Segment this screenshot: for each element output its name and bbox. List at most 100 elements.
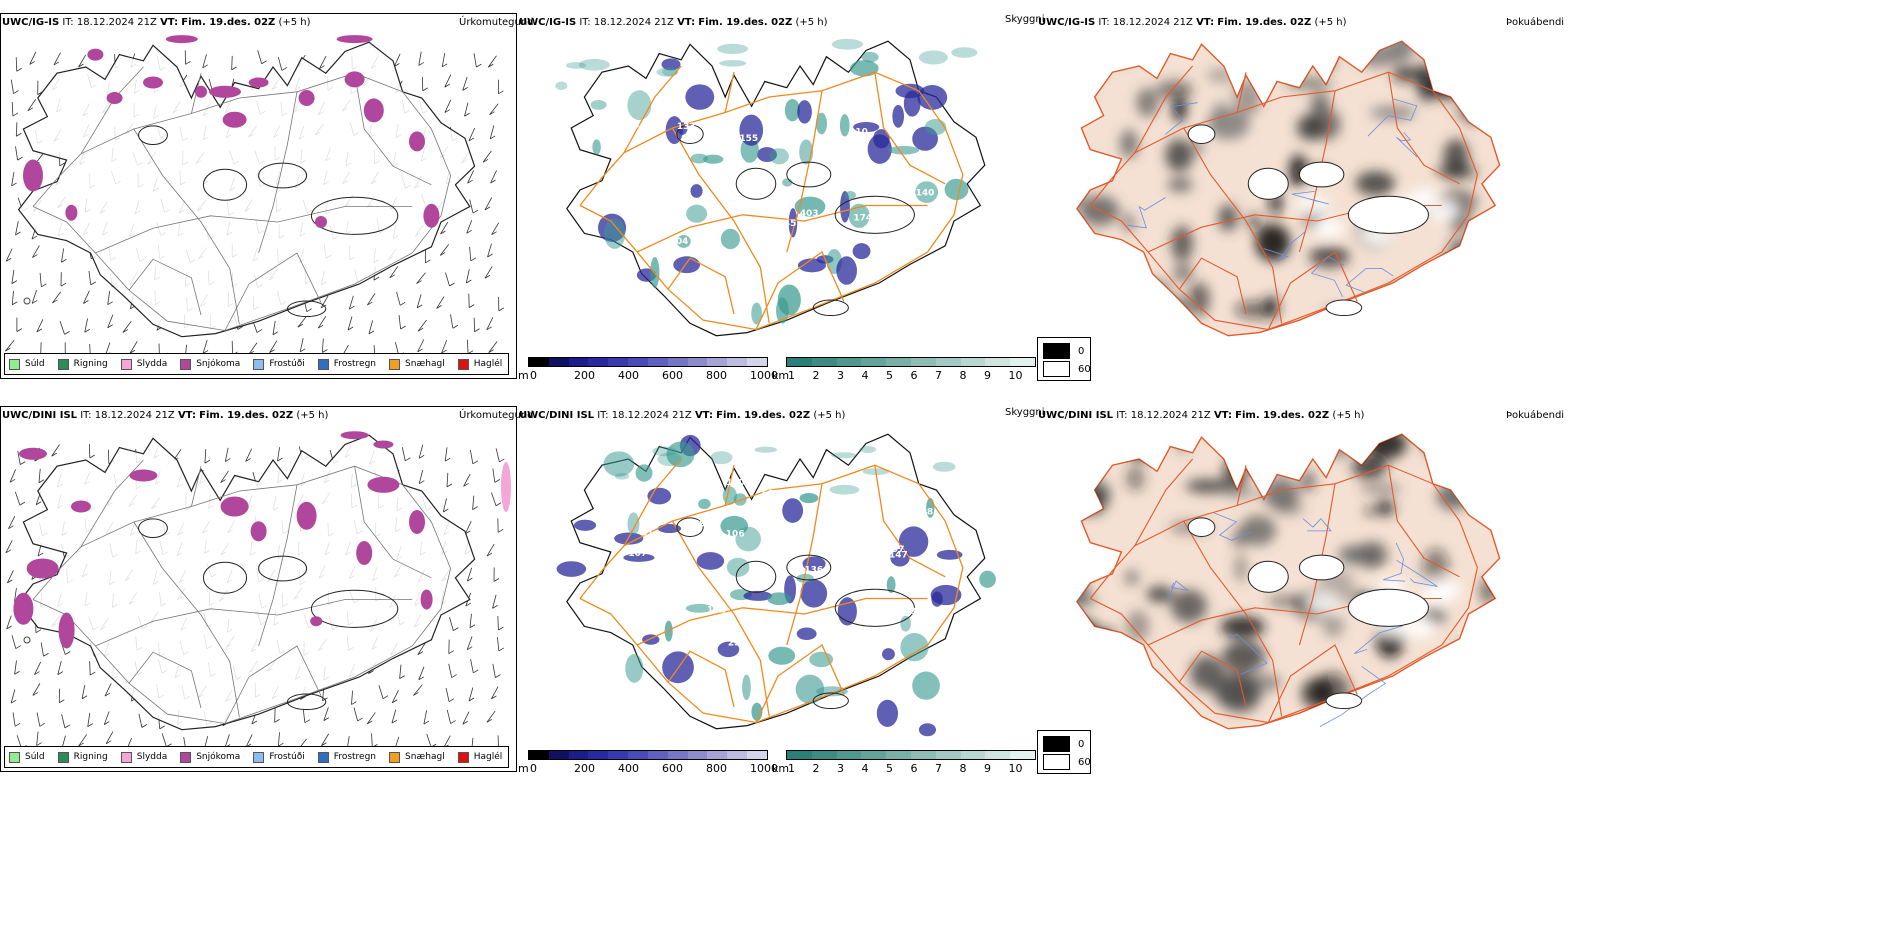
wind-barb <box>418 444 424 459</box>
road <box>354 466 432 579</box>
low-ceiling-area <box>876 699 899 727</box>
visibility-tick-label: 7 <box>935 762 942 775</box>
wind-barb <box>444 447 448 462</box>
fog-index-blob <box>1126 466 1145 492</box>
legend-label: Rigning <box>73 752 108 762</box>
wind-barb-flag <box>5 347 11 352</box>
low-visibility-area <box>849 60 879 77</box>
wind-barb <box>107 314 114 328</box>
wind-barb-flag <box>11 280 18 284</box>
wind-barb <box>468 127 476 142</box>
low-visibility-area <box>710 451 733 465</box>
low-visibility-area <box>951 47 978 58</box>
snow-area <box>420 589 433 610</box>
legend-swatch <box>389 358 401 370</box>
low-ceiling-area <box>623 553 655 562</box>
fog-index-blob <box>1367 434 1407 459</box>
wind-barb <box>11 635 17 649</box>
wind-barb-flag <box>465 602 472 607</box>
wind-barb-flag <box>323 717 330 721</box>
wind-barb-flag <box>61 258 67 263</box>
wind-barb-flag <box>9 478 16 483</box>
ceiling-value-label: 108 <box>858 576 877 586</box>
legend-item: Slydda <box>120 751 167 763</box>
fog-index-blob <box>1359 483 1402 494</box>
wind-barb-flag <box>37 552 44 557</box>
road <box>755 644 845 723</box>
low-visibility-area <box>666 441 695 468</box>
wind-barb <box>38 468 41 483</box>
wind-barb-flag <box>11 182 17 187</box>
low-ceiling-area <box>797 100 812 124</box>
wind-barb <box>277 447 280 462</box>
fog-index-blob <box>1257 51 1299 69</box>
wind-barb-flag <box>367 301 373 306</box>
wind-barb-flag <box>449 282 455 287</box>
fog-index-blob <box>1338 544 1379 565</box>
road <box>80 459 144 548</box>
fog-index-blob <box>1165 138 1193 172</box>
wind-barb <box>426 733 432 748</box>
wind-barb-flag <box>498 90 504 95</box>
wind-barb-flag <box>14 670 20 675</box>
visibility-tick-label: 1 <box>788 369 795 382</box>
wind-barb <box>6 615 12 630</box>
panel-title-precip-row1: UWC/IG-IS IT: 18.12.2024 21Z VT: Fim. 19… <box>2 17 311 28</box>
snow-area <box>248 77 269 88</box>
wind-barb-flag <box>15 645 22 649</box>
visibility-tick-label: 9 <box>984 762 991 775</box>
wind-barb <box>138 713 143 728</box>
wind-barb-flag <box>373 276 380 281</box>
panel-title-precip-row2: UWC/DINI ISL IT: 18.12.2024 21Z VT: Fim.… <box>2 410 329 421</box>
precip-type-panel-row1: Súld Rigning Slydda Snjókoma Frostúði Frostre… <box>0 13 517 379</box>
low-visibility-area <box>627 512 640 536</box>
precip-map-row1 <box>4 35 505 360</box>
low-visibility-area <box>717 43 749 54</box>
road <box>1183 127 1283 324</box>
snow-area <box>195 85 207 98</box>
ceiling-value-label: 81 <box>844 567 857 577</box>
low-visibility-area <box>614 473 630 480</box>
wind-barb <box>248 342 258 355</box>
wind-barb <box>52 291 62 304</box>
fog-index-blob <box>1185 479 1231 494</box>
wind-barb <box>81 684 86 699</box>
precip-type-panel-row2: Súld Rigning Slydda Snjókoma Frostúði Frostre… <box>0 406 517 772</box>
low-visibility-area <box>603 451 635 477</box>
panel-title-cloud-row1: UWC/IG-IS IT: 18.12.2024 21Z VT: Fim. 19… <box>519 17 828 28</box>
wind-barb-flag <box>416 304 423 309</box>
legend-swatch <box>457 751 469 763</box>
wind-barb <box>78 734 88 747</box>
snow-area <box>367 476 400 493</box>
wind-barb-flag <box>12 112 19 117</box>
ceiling-tick-label: 0 <box>530 762 537 775</box>
wind-barb-flag <box>417 327 424 332</box>
low-visibility-area <box>726 557 750 577</box>
low-visibility-area <box>627 90 652 121</box>
wind-barb-flag <box>5 549 12 554</box>
wind-barb <box>15 122 18 137</box>
visibility-colorbar-row1: km 1 2 3 4 5 6 7 8 9 10 <box>772 357 1037 382</box>
road <box>1178 257 1247 315</box>
ceiling-value-label: 163 <box>892 189 911 199</box>
legend-swatch <box>120 751 132 763</box>
road <box>191 466 202 507</box>
wind-barb <box>492 468 496 483</box>
road <box>1089 464 1478 724</box>
wind-barb-flag <box>417 348 423 353</box>
low-visibility-area <box>767 592 792 606</box>
wind-barb-flag <box>14 722 21 727</box>
low-visibility-area <box>809 651 834 668</box>
ceiling-value-label: 403 <box>800 209 819 219</box>
wind-barb <box>462 711 470 725</box>
wind-barb <box>161 733 167 747</box>
visibility-tick-label: 3 <box>837 369 844 382</box>
wind-barb-flag <box>245 458 251 462</box>
wind-barb <box>297 315 307 328</box>
road <box>724 72 735 113</box>
wind-barb <box>492 663 496 678</box>
wind-barb-flag <box>466 229 472 234</box>
low-ceiling-area <box>757 147 778 163</box>
ceiling-tick-label: 1000 <box>750 369 778 382</box>
snow-area <box>373 440 394 449</box>
